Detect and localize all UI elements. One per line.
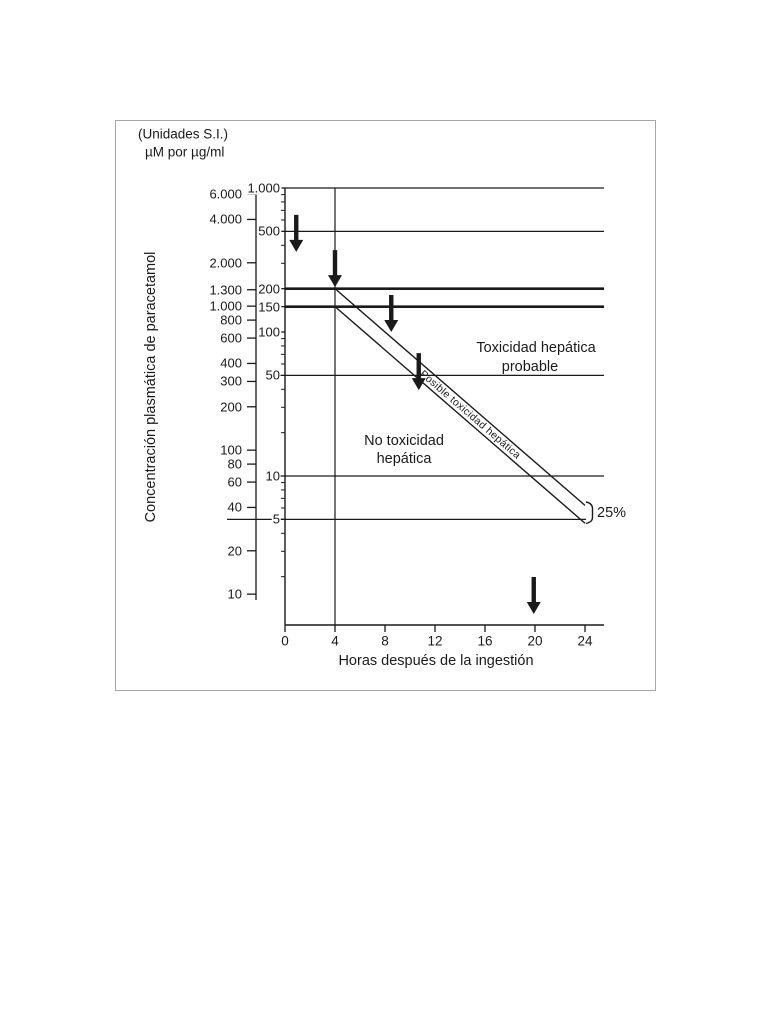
- ugml-tick-label-200: 200: [257, 281, 281, 297]
- down-arrow-icon: [411, 353, 426, 391]
- um-tick-label-60: 60: [226, 474, 243, 490]
- um-tick-label-1000: 1.000: [208, 298, 243, 314]
- down-arrow-icon: [328, 250, 342, 288]
- units-header-line1: (Unidades S.I.): [137, 126, 230, 142]
- um-tick-label-4000: 4.000: [208, 211, 243, 227]
- x-axis-title: Horas después de la ingestión: [338, 652, 534, 669]
- ugml-tick-label-10: 10: [264, 468, 281, 484]
- down-arrow-icon: [526, 577, 541, 615]
- y-axis-title: Concentración plasmática de paracetamol: [142, 251, 159, 523]
- down-arrow-icon: [384, 295, 399, 332]
- x-tick-label-0: 0: [280, 633, 290, 649]
- units-header-line2: µM por µg/ml: [144, 144, 226, 160]
- um-tick-label-800: 800: [219, 312, 243, 328]
- um-tick-label-300: 300: [219, 373, 243, 389]
- x-tick-label-20: 20: [526, 633, 544, 649]
- x-tick-label-8: 8: [380, 633, 390, 649]
- ugml-tick-label-500: 500: [257, 223, 281, 239]
- um-tick-label-40: 40: [226, 499, 243, 515]
- um-tick-label-80: 80: [226, 456, 243, 472]
- treatment-line-upper: [334, 288, 586, 506]
- ugml-tick-label-100: 100: [257, 324, 281, 340]
- um-tick-label-2000: 2.000: [208, 255, 243, 271]
- down-arrow-icon: [289, 214, 304, 252]
- treatment-line-lower: [334, 306, 586, 524]
- ugml-tick-label-1000: 1.000: [246, 180, 281, 196]
- um-tick-label-20: 20: [226, 543, 243, 559]
- x-tick-label-24: 24: [576, 633, 594, 649]
- um-tick-label-10: 10: [226, 586, 243, 602]
- bracket-25pct: [585, 501, 594, 525]
- annotation-no-toxicity-line2: hepática: [376, 450, 432, 467]
- um-tick-label-6000: 6.000: [208, 186, 243, 202]
- um-tick-label-400: 400: [219, 355, 243, 371]
- um-tick-label-600: 600: [219, 330, 243, 346]
- bracket-percent-label: 25%: [597, 504, 627, 521]
- figure-frame: [115, 120, 656, 691]
- um-tick-label-200: 200: [219, 399, 243, 415]
- x-tick-label-4: 4: [330, 633, 340, 649]
- annotation-probable-toxicity-line1: Toxicidad hepática: [476, 339, 596, 356]
- um-tick-label-100: 100: [219, 442, 243, 458]
- annotation-no-toxicity-line1: No toxicidad: [364, 432, 444, 449]
- ugml-tick-label-50: 50: [264, 367, 281, 383]
- ugml-tick-label-150: 150: [257, 299, 281, 315]
- um-tick-label-1300: 1.300: [208, 282, 243, 298]
- x-tick-label-12: 12: [426, 633, 444, 649]
- ugml-tick-label-5: 5: [271, 511, 281, 527]
- annotation-probable-toxicity-line2: probable: [501, 358, 559, 375]
- x-tick-label-16: 16: [476, 633, 494, 649]
